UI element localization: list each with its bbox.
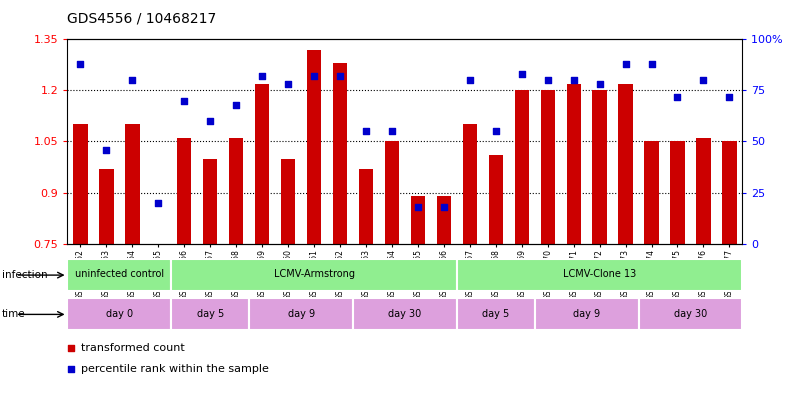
FancyBboxPatch shape	[353, 299, 457, 330]
Text: day 30: day 30	[388, 309, 422, 319]
Point	[126, 77, 139, 83]
Point	[256, 73, 268, 79]
Bar	[333, 63, 347, 244]
Text: infection: infection	[2, 270, 47, 280]
Point	[515, 71, 528, 77]
FancyBboxPatch shape	[457, 299, 534, 330]
Bar	[437, 196, 451, 244]
FancyBboxPatch shape	[457, 259, 742, 291]
Text: LCMV-Armstrong: LCMV-Armstrong	[274, 269, 355, 279]
Bar	[619, 84, 633, 244]
Bar	[229, 138, 243, 244]
Text: day 9: day 9	[573, 309, 600, 319]
Point	[593, 81, 606, 87]
FancyBboxPatch shape	[172, 259, 457, 291]
Bar	[99, 169, 114, 244]
FancyBboxPatch shape	[638, 299, 742, 330]
Point	[723, 94, 736, 100]
Text: day 0: day 0	[106, 309, 133, 319]
Text: GDS4556 / 10468217: GDS4556 / 10468217	[67, 12, 217, 26]
Bar	[463, 125, 477, 244]
Bar	[125, 125, 140, 244]
Text: uninfected control: uninfected control	[75, 269, 164, 279]
Bar	[515, 90, 529, 244]
Bar	[255, 84, 269, 244]
Point	[260, 283, 273, 289]
Text: day 30: day 30	[674, 309, 707, 319]
Bar	[488, 155, 503, 244]
Point	[646, 61, 658, 67]
Text: transformed count: transformed count	[81, 343, 185, 353]
Point	[230, 101, 243, 108]
Point	[100, 147, 113, 153]
Point	[697, 77, 710, 83]
Bar	[385, 141, 399, 244]
Point	[152, 200, 164, 206]
Bar	[307, 50, 322, 244]
Point	[74, 61, 87, 67]
Bar	[592, 90, 607, 244]
Point	[360, 128, 372, 134]
Bar	[723, 141, 737, 244]
Bar	[410, 196, 425, 244]
Text: LCMV-Clone 13: LCMV-Clone 13	[563, 269, 636, 279]
Point	[619, 61, 632, 67]
Bar	[567, 84, 580, 244]
FancyBboxPatch shape	[249, 299, 353, 330]
Point	[178, 97, 191, 104]
Bar	[73, 125, 87, 244]
Point	[671, 94, 684, 100]
FancyBboxPatch shape	[67, 259, 172, 291]
Point	[204, 118, 217, 124]
Bar	[281, 158, 295, 244]
Bar	[359, 169, 373, 244]
Bar	[541, 90, 555, 244]
Point	[567, 77, 580, 83]
Bar	[177, 138, 191, 244]
Text: day 9: day 9	[287, 309, 314, 319]
Point	[489, 128, 502, 134]
Point	[260, 86, 273, 93]
Point	[464, 77, 476, 83]
Bar	[645, 141, 659, 244]
Bar	[203, 158, 218, 244]
Point	[542, 77, 554, 83]
Point	[437, 204, 450, 210]
Point	[386, 128, 399, 134]
Bar	[696, 138, 711, 244]
Text: day 5: day 5	[197, 309, 224, 319]
Text: time: time	[2, 309, 25, 320]
Point	[308, 73, 321, 79]
FancyBboxPatch shape	[534, 299, 638, 330]
Point	[333, 73, 346, 79]
Bar	[670, 141, 684, 244]
Text: percentile rank within the sample: percentile rank within the sample	[81, 364, 269, 375]
FancyBboxPatch shape	[172, 299, 249, 330]
Point	[282, 81, 295, 87]
Text: day 5: day 5	[482, 309, 510, 319]
Point	[411, 204, 424, 210]
FancyBboxPatch shape	[67, 299, 172, 330]
